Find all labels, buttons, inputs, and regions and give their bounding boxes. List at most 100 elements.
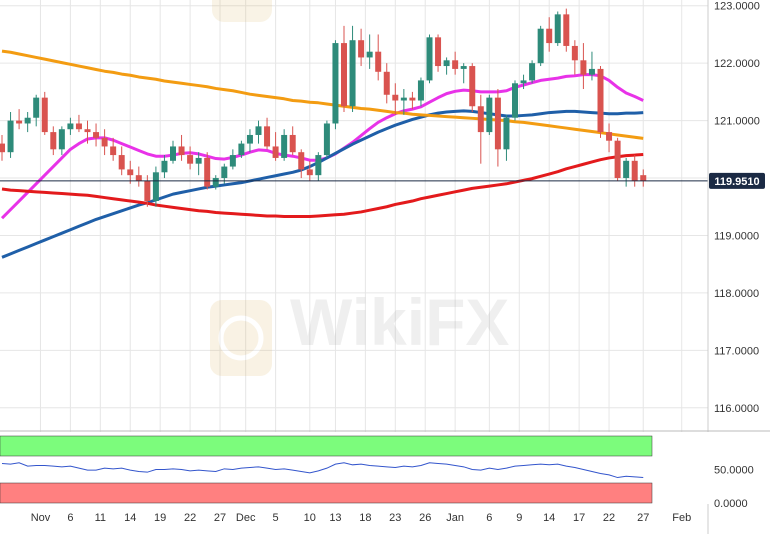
candle	[546, 17, 553, 52]
y-tick-label: 117.0000	[714, 345, 759, 357]
candle-body	[366, 51, 373, 58]
candle-body	[349, 40, 356, 107]
candle-body	[580, 60, 587, 75]
x-tick-label: 23	[389, 512, 401, 524]
y-tick-label: 123.0000	[714, 1, 760, 13]
x-tick-label: 22	[603, 512, 615, 524]
candle-body	[529, 63, 536, 81]
candle	[571, 40, 578, 75]
candle-body	[606, 132, 613, 141]
candle	[178, 134, 185, 161]
candle	[349, 25, 356, 112]
x-tick-label: 27	[214, 512, 226, 524]
candle-body	[315, 155, 322, 176]
x-tick-label: 6	[486, 512, 492, 524]
candle-body	[631, 160, 638, 181]
candle-body	[7, 120, 14, 153]
candle	[67, 117, 74, 135]
ma-long-line	[1, 152, 644, 219]
candle	[341, 25, 347, 112]
x-tick-label: 5	[273, 512, 279, 524]
candle-body	[246, 134, 253, 144]
candle	[366, 34, 373, 69]
candle-body	[341, 43, 347, 107]
candle-body	[512, 83, 518, 118]
candle-body	[332, 43, 339, 124]
x-tick-label: 11	[95, 512, 106, 524]
candle-body	[554, 14, 561, 44]
candle-body	[67, 123, 74, 130]
candle	[33, 94, 40, 127]
overbought-zone	[0, 435, 653, 457]
candle	[383, 63, 390, 104]
candle	[281, 129, 288, 161]
candle-body	[588, 68, 595, 75]
candle-body	[597, 68, 604, 133]
candle	[323, 120, 330, 158]
candle-body	[486, 97, 493, 133]
x-tick-label: 9	[516, 512, 522, 524]
candle-body	[110, 146, 117, 156]
x-tick-label: 14	[543, 512, 555, 524]
candle	[452, 51, 459, 75]
x-tick-label: Dec	[236, 512, 256, 524]
candle	[537, 25, 544, 67]
date-axis: Nov 6 11 14 19 22 27 Dec 5 10 13 18 23 26 Jan 6 9 14 17 22 2…	[31, 512, 692, 524]
candle-body	[306, 169, 313, 176]
candle	[563, 8, 570, 52]
candle	[486, 94, 493, 135]
x-tick-label: 26	[419, 512, 431, 524]
candle	[400, 89, 407, 115]
candle-body	[195, 157, 202, 164]
candle-body	[75, 123, 82, 130]
candle	[417, 77, 424, 107]
candle-body	[93, 132, 100, 138]
y-tick-label: 122.0000	[714, 58, 760, 70]
x-tick-label: 27	[637, 512, 649, 524]
candle-body	[212, 178, 219, 187]
candle	[204, 152, 211, 190]
candle-body	[144, 180, 151, 202]
candle-body	[400, 97, 407, 101]
candle-body	[460, 66, 467, 69]
candle-body	[289, 134, 296, 153]
candle	[306, 160, 313, 181]
candle-body	[50, 132, 57, 150]
candle	[289, 126, 296, 156]
candlesticks	[0, 8, 647, 207]
candle	[520, 74, 527, 90]
oscillator-panel: 50.0000 0.0000	[0, 430, 770, 510]
oversold-zone	[0, 482, 653, 504]
candle-body	[520, 80, 527, 84]
x-tick-label: 6	[67, 512, 73, 524]
candle	[469, 63, 476, 112]
candle-body	[477, 106, 484, 133]
watermark-text: WikiFX	[290, 285, 509, 359]
candle	[435, 34, 442, 72]
y-tick-label: 121.0000	[714, 116, 760, 128]
candle	[358, 28, 365, 67]
candle-body	[101, 137, 108, 147]
candle-body	[298, 152, 305, 170]
candle	[24, 111, 31, 133]
candle	[135, 166, 142, 187]
candle-body	[204, 157, 211, 187]
last-price-tag: 119.9510	[709, 172, 765, 189]
candle-body	[41, 97, 48, 133]
candle	[50, 126, 57, 156]
candle	[315, 152, 322, 181]
candle	[409, 91, 416, 110]
candle-body	[640, 175, 647, 181]
candle-body	[135, 175, 142, 181]
candle-body	[161, 160, 168, 173]
x-tick-label: 10	[304, 512, 316, 524]
candle-body	[409, 97, 416, 101]
candle-body	[16, 120, 23, 124]
candle	[264, 117, 271, 150]
candle	[477, 94, 484, 164]
x-tick-label: 13	[329, 512, 341, 524]
last-price-label: 119.9510	[714, 176, 759, 188]
candle-body	[452, 60, 459, 69]
candle-body	[426, 37, 433, 81]
